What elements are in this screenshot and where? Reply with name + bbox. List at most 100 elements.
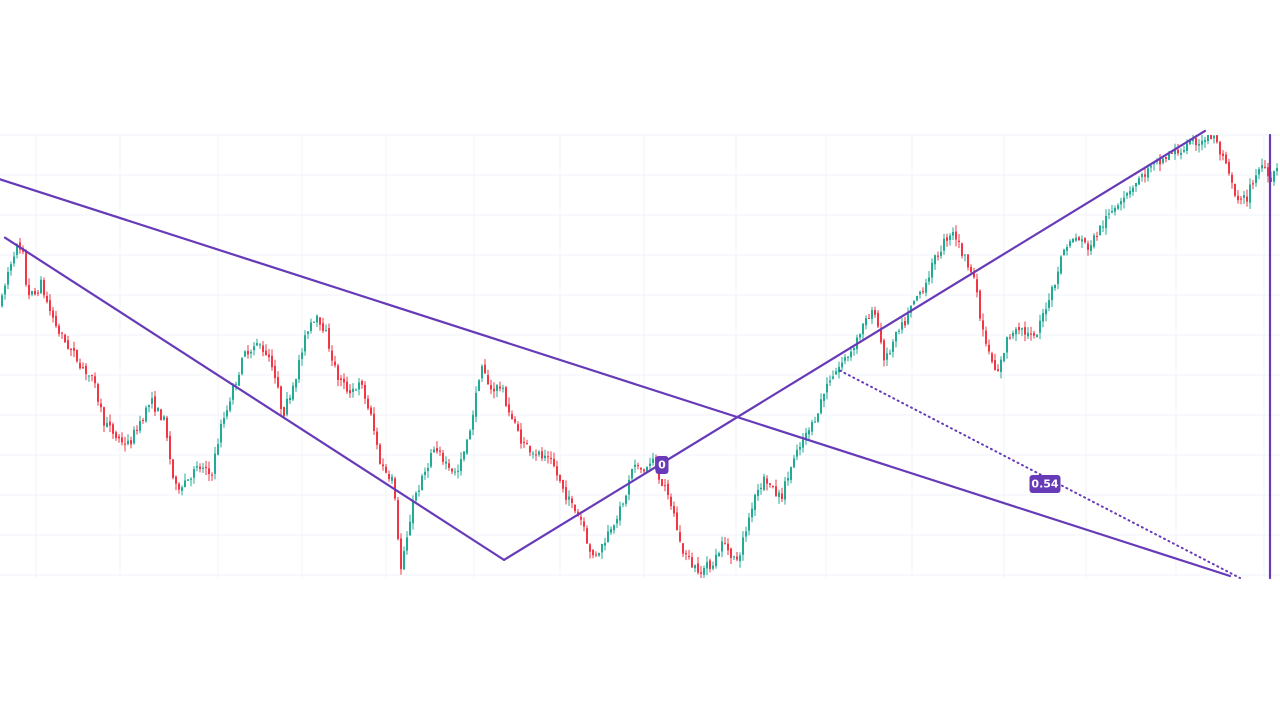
candle-body [181, 487, 183, 491]
candle-body [1099, 225, 1101, 236]
candle-body [457, 470, 459, 472]
candle-body [994, 360, 996, 371]
candle-body [328, 328, 330, 349]
fib-label-0[interactable]: 0 [655, 456, 669, 474]
candle-body [364, 384, 366, 399]
candle-body [889, 352, 891, 354]
candle-body [850, 351, 852, 358]
candle-body [166, 417, 168, 438]
candle-body [934, 255, 936, 265]
candle-body [433, 449, 435, 453]
candle-body [118, 436, 120, 439]
wedge-left-leg[interactable] [3, 236, 506, 561]
candle-body [760, 487, 762, 490]
candle-body [694, 565, 696, 569]
candle-body [361, 381, 363, 385]
candle-body [661, 479, 663, 486]
candle-body [307, 331, 309, 334]
candle-body [607, 531, 609, 543]
candle-body [76, 349, 78, 362]
candle-body [679, 532, 681, 542]
candle-body [103, 407, 105, 426]
candle-body [1276, 168, 1278, 172]
candle-body [772, 485, 774, 487]
candle-body [1123, 197, 1125, 203]
candle-body [232, 385, 234, 400]
candle-body [355, 389, 357, 391]
candle-body [241, 358, 243, 374]
candle-body [331, 350, 333, 361]
candle-body [1012, 332, 1014, 337]
candle-body [1102, 226, 1104, 228]
descending-trendline-upper[interactable] [0, 178, 1232, 578]
candle-body [862, 323, 864, 335]
candle-body [298, 359, 300, 380]
candle-body [187, 479, 189, 481]
candles-layer [1, 135, 1278, 578]
candle-body [1006, 337, 1008, 353]
candle-body [73, 347, 75, 351]
candle-body [967, 254, 969, 268]
candle-body [616, 519, 618, 524]
candle-body [964, 254, 966, 256]
wedge-right-leg[interactable] [502, 129, 1207, 561]
candle-body [64, 334, 66, 343]
candle-body [40, 279, 42, 294]
candle-body [463, 451, 465, 460]
candle-body [736, 556, 738, 560]
candle-body [505, 387, 507, 406]
fib-label-054[interactable]: 0.54 [1029, 475, 1061, 493]
candle-body [1255, 175, 1257, 184]
candle-body [1165, 156, 1167, 159]
candle-body [514, 419, 516, 423]
candle-body [718, 553, 720, 557]
candle-body [769, 483, 771, 485]
candle-body [244, 351, 246, 357]
drawings-layer[interactable] [0, 129, 1272, 580]
candle-body [109, 421, 111, 426]
candle-body [1147, 168, 1149, 178]
candle-body [1219, 141, 1221, 155]
candle-body [1009, 337, 1011, 339]
candle-body [622, 503, 624, 505]
candle-body [13, 256, 15, 264]
candle-body [544, 455, 546, 459]
candle-body [859, 334, 861, 338]
candle-body [1153, 163, 1155, 165]
candle-body [88, 375, 90, 377]
candle-body [325, 330, 327, 332]
candle-body [1228, 162, 1230, 174]
candle-body [1108, 213, 1110, 215]
candle-body [1234, 184, 1236, 196]
candle-body [322, 323, 324, 331]
candle-body [589, 544, 591, 552]
candle-body [595, 554, 597, 556]
candle-body [565, 487, 567, 500]
candle-body [1057, 271, 1059, 285]
candle-body [907, 313, 909, 324]
candle-body [730, 548, 732, 558]
candle-body [25, 250, 27, 285]
fib-label-054-text: 0.54 [1031, 478, 1058, 491]
candle-body [781, 493, 783, 500]
candle-body [1177, 149, 1179, 154]
candle-body [778, 492, 780, 497]
candle-body [1018, 326, 1020, 331]
candle-body [334, 361, 336, 366]
candle-body [223, 417, 225, 424]
candle-body [1051, 286, 1053, 301]
candle-body [1237, 195, 1239, 201]
candle-body [1258, 169, 1260, 175]
candle-body [439, 450, 441, 452]
candle-body [472, 414, 474, 430]
candle-body [1090, 245, 1092, 252]
candle-body [43, 280, 45, 296]
candle-body [97, 384, 99, 402]
candle-body [1207, 135, 1209, 142]
fib-dotted-extension[interactable] [839, 369, 1241, 579]
candle-body [937, 255, 939, 257]
candle-body [388, 474, 390, 480]
candle-body [613, 525, 615, 531]
